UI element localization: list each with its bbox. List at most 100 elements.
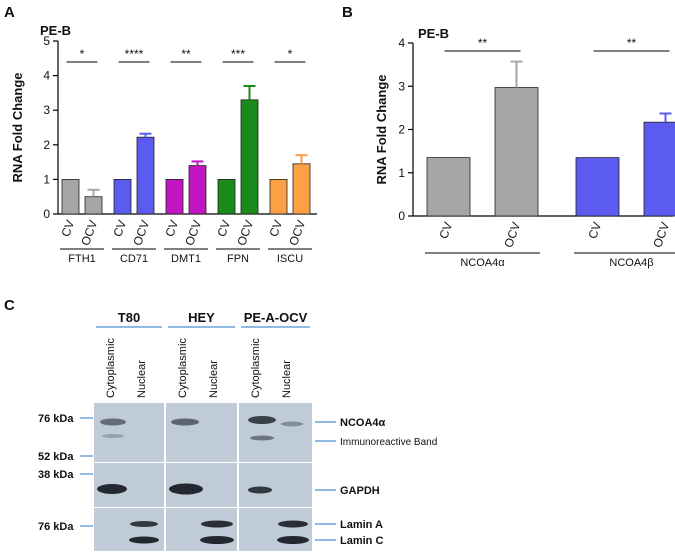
significance-marker: ** xyxy=(181,47,191,61)
group-label: CD71 xyxy=(120,253,148,265)
blot-tile xyxy=(166,403,237,462)
mw-marker-label: 52 kDa xyxy=(38,451,74,463)
blot-band xyxy=(100,418,126,426)
significance-marker: ** xyxy=(627,36,637,50)
category-label: OCV xyxy=(286,218,308,247)
y-tick-label: 4 xyxy=(43,69,50,83)
blot-band xyxy=(278,520,308,528)
blot-band xyxy=(102,434,124,438)
bar xyxy=(269,178,288,215)
chart-title: PE-B xyxy=(40,23,71,38)
category-label: OCV xyxy=(130,218,152,247)
group-label: NCOA4β xyxy=(609,257,653,269)
cell-line-label: T80 xyxy=(118,310,140,325)
blot-band xyxy=(250,435,274,441)
mw-marker-label: 76 kDa xyxy=(38,521,74,533)
group-label: FTH1 xyxy=(68,253,96,265)
lane-label-cytoplasmic: Cytoplasmic xyxy=(105,338,117,398)
lane-label-nuclear: Nuclear xyxy=(136,360,148,398)
bar xyxy=(575,157,620,217)
bar xyxy=(494,87,539,217)
chart-b: PE-B RNA Fold Change 0 1 2 3 4 CV OCV ** NCOA4α CV O… xyxy=(374,26,675,269)
y-axis-label: RNA Fold Change xyxy=(10,72,25,182)
category-label: OCV xyxy=(234,218,256,247)
blot-band xyxy=(248,416,276,424)
cell-line-label: HEY xyxy=(188,310,215,325)
y-tick-label: 2 xyxy=(398,123,405,137)
y-tick-label: 3 xyxy=(398,79,405,93)
lane-label-nuclear: Nuclear xyxy=(208,360,220,398)
blot-tile xyxy=(94,508,164,551)
blot-band xyxy=(277,536,309,544)
bar xyxy=(292,163,311,215)
blot-band xyxy=(171,418,199,426)
category-label: OCV xyxy=(78,218,100,247)
blot-band xyxy=(200,536,234,544)
blot-band xyxy=(97,484,127,494)
category-label: CV xyxy=(266,218,285,238)
bar xyxy=(165,178,184,215)
cell-line-label: PE-A-OCV xyxy=(244,310,308,325)
bar xyxy=(188,165,207,215)
significance-marker: ** xyxy=(478,36,488,50)
group-label: DMT1 xyxy=(171,253,201,265)
bar xyxy=(240,99,259,215)
bar xyxy=(643,121,675,217)
bar xyxy=(113,178,132,215)
bar xyxy=(61,178,80,215)
y-tick-label: 0 xyxy=(43,207,50,221)
y-tick-label: 2 xyxy=(43,138,50,152)
blot-band xyxy=(201,520,233,528)
significance-marker: * xyxy=(288,47,293,61)
significance-marker: **** xyxy=(125,47,144,61)
y-tick-label: 0 xyxy=(398,209,405,223)
lane-label-cytoplasmic: Cytoplasmic xyxy=(250,338,262,398)
mw-marker-label: 38 kDa xyxy=(38,469,74,481)
group-label: FPN xyxy=(227,253,249,265)
lamin-c-label: Lamin C xyxy=(340,535,383,547)
bar xyxy=(426,157,471,217)
blot-band xyxy=(129,536,159,544)
blot-band xyxy=(248,486,272,494)
bar xyxy=(84,196,103,215)
immunoreactive-band-label: Immunoreactive Band xyxy=(340,437,437,448)
category-label: OCV xyxy=(182,218,204,247)
blot-band xyxy=(130,521,158,527)
blot-tile xyxy=(166,508,237,551)
category-label: OCV xyxy=(501,220,523,249)
panel-letter-b: B xyxy=(342,4,353,21)
category-label: CV xyxy=(585,220,604,240)
group-label: NCOA4α xyxy=(460,257,505,269)
category-label: CV xyxy=(162,218,181,238)
lane-label-nuclear: Nuclear xyxy=(281,360,293,398)
chart-title: PE-B xyxy=(418,26,449,41)
lamin-a-label: Lamin A xyxy=(340,519,383,531)
y-tick-label: 3 xyxy=(43,103,50,117)
western-blot: T80 Cytoplasmic Nuclear HEY Cytoplasmic Nucle… xyxy=(38,310,437,551)
category-label: CV xyxy=(58,218,77,238)
blot-tile xyxy=(239,508,312,551)
gapdh-label: GAPDH xyxy=(340,485,380,497)
category-label: CV xyxy=(436,220,455,240)
category-label: CV xyxy=(214,218,233,238)
significance-marker: * xyxy=(80,47,85,61)
group-label: ISCU xyxy=(277,253,303,265)
blot-band xyxy=(281,421,303,427)
y-tick-label: 1 xyxy=(398,166,405,180)
y-tick-label: 1 xyxy=(43,172,50,186)
panel-letter-c: C xyxy=(4,297,15,314)
panel-letter-a: A xyxy=(4,4,15,21)
category-label: CV xyxy=(110,218,129,238)
blot-tile xyxy=(94,403,164,462)
y-axis-label: RNA Fold Change xyxy=(374,74,389,184)
mw-marker-label: 76 kDa xyxy=(38,413,74,425)
category-label: OCV xyxy=(650,220,672,249)
blot-tile xyxy=(239,403,312,462)
bar xyxy=(217,178,236,215)
blot-tile xyxy=(239,463,312,507)
bar xyxy=(136,136,155,215)
y-tick-label: 5 xyxy=(43,34,50,48)
blot-band xyxy=(169,483,203,495)
